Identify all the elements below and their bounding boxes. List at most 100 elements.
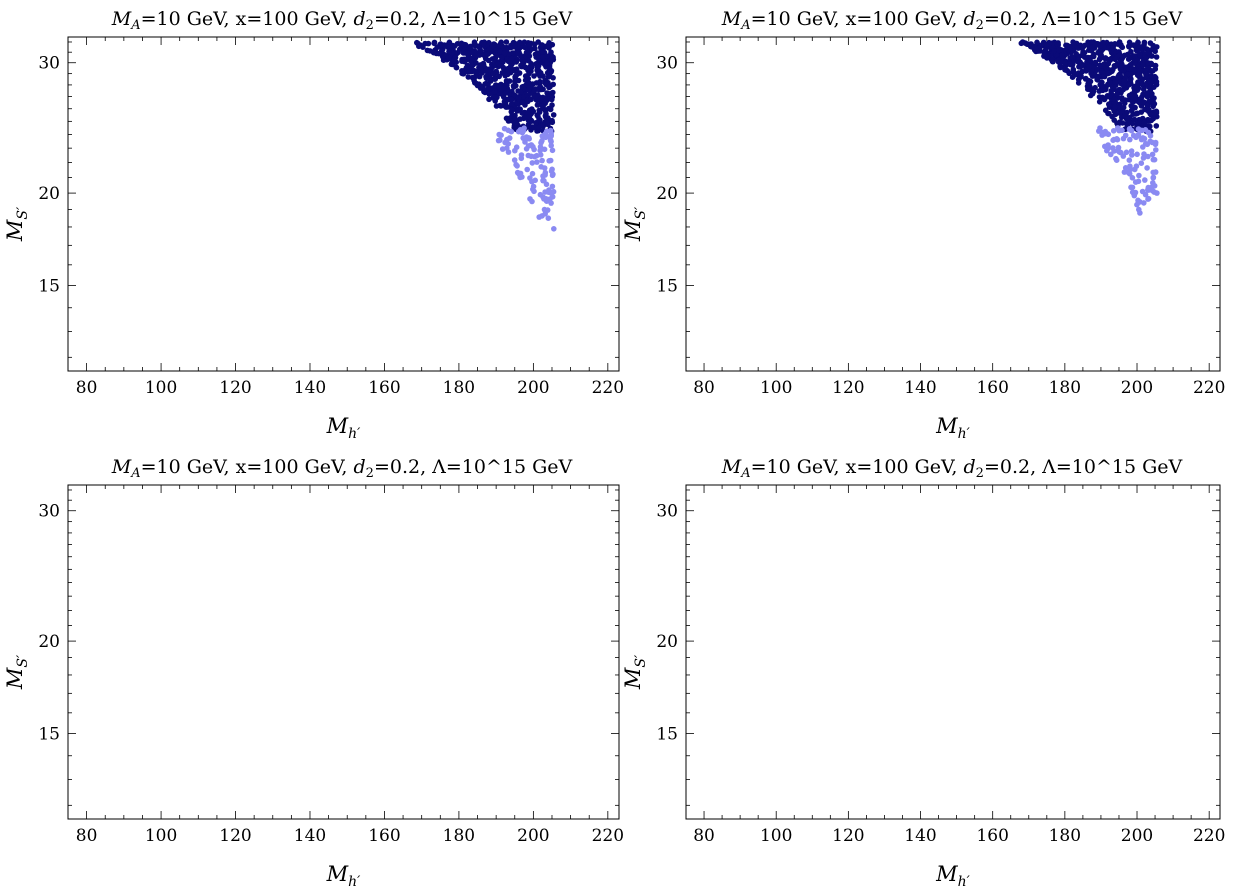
data-point [1077,64,1084,70]
data-point [519,174,525,180]
data-point [515,46,522,52]
data-point [1149,139,1155,146]
data-point [505,71,511,78]
data-point [541,177,547,184]
data-point [1142,191,1149,198]
data-point [528,96,534,103]
data-point [536,109,543,115]
data-point [487,78,494,84]
data-point [1120,153,1127,159]
data-point [1092,84,1098,91]
data-point [493,68,500,75]
data-point [446,48,452,55]
data-point [529,170,536,177]
data-point [505,149,512,155]
data-point [1135,81,1141,88]
data-point [1082,76,1089,82]
data-point [531,124,538,131]
data-point [430,49,437,56]
x-tick-label: 160 [368,378,400,398]
data-point [545,115,551,121]
y-tick-label: 30 [38,54,60,74]
data-point [1141,39,1148,46]
y-tick-label: 20 [38,632,60,652]
data-point [431,40,438,47]
data-point [1094,66,1100,73]
data-point [1096,94,1103,100]
data-point [545,121,551,128]
data-point [1127,136,1133,143]
data-point [516,39,523,46]
x-axis-label: Mh′ [935,862,971,890]
data-point [514,163,520,169]
x-tick-label: 180 [443,826,475,846]
x-tick-label: 120 [219,826,251,846]
data-point [521,114,528,121]
data-point [502,90,509,96]
data-point [527,196,533,202]
data-point [496,131,503,138]
data-point [531,153,538,160]
data-point [515,94,522,101]
data-point [1139,94,1145,100]
x-tick-label: 140 [904,378,936,398]
data-point [1104,147,1110,154]
data-point [512,112,518,119]
data-point [526,58,532,64]
x-axis-label: Mh′ [326,862,362,890]
data-point [518,152,525,158]
data-point [519,84,525,90]
data-point [514,108,520,114]
chart-panel-2: MA=10 GeV, x=100 GeV, d2=0.2, Λ=10^15 Ge… [621,8,1225,442]
data-point [1140,99,1147,105]
data-point [1152,66,1159,72]
data-point [1128,127,1135,134]
data-point [1149,91,1155,97]
data-point [510,50,516,56]
data-point [1088,48,1095,54]
data-point [503,39,510,45]
data-point [1043,42,1049,48]
scatter-series-dark [1018,39,1160,135]
data-point [1145,153,1151,160]
data-point [509,107,516,113]
x-tick-label: 140 [294,826,326,846]
data-point [1150,180,1156,186]
data-point [1117,110,1123,116]
data-point [1142,70,1149,77]
data-point [477,48,484,54]
data-point [1115,74,1121,81]
data-point [524,166,530,173]
data-point [1070,67,1076,73]
data-point [1148,117,1155,124]
chart-title: MA=10 GeV, x=100 GeV, d2=0.2, Λ=10^15 Ge… [111,8,573,33]
x-tick-label: 200 [1121,378,1153,398]
data-point [1118,42,1124,48]
data-point [1131,116,1138,123]
data-point [537,96,544,103]
data-point [1049,56,1055,63]
y-tick-label: 15 [38,277,60,297]
data-point [1134,120,1141,127]
data-point [537,44,544,50]
data-point [549,117,555,124]
data-point [434,44,441,51]
chart-panel-3: MA=10 GeV, x=100 GeV, d2=0.2, Λ=10^15 Ge… [3,456,624,890]
x-tick-label: 120 [219,378,251,398]
data-point [500,85,507,91]
data-point [537,147,543,154]
data-point [1153,147,1159,153]
x-tick-label: 220 [1193,378,1225,398]
data-point [535,86,541,92]
data-point [1080,44,1086,51]
data-point [1079,52,1085,59]
data-point [471,67,478,74]
data-point [483,75,490,82]
data-point [1139,127,1145,134]
data-point [1129,152,1135,158]
data-point [486,96,492,103]
data-point [469,55,475,62]
data-point [1151,84,1157,90]
data-point [1147,123,1153,130]
data-point [508,128,515,135]
